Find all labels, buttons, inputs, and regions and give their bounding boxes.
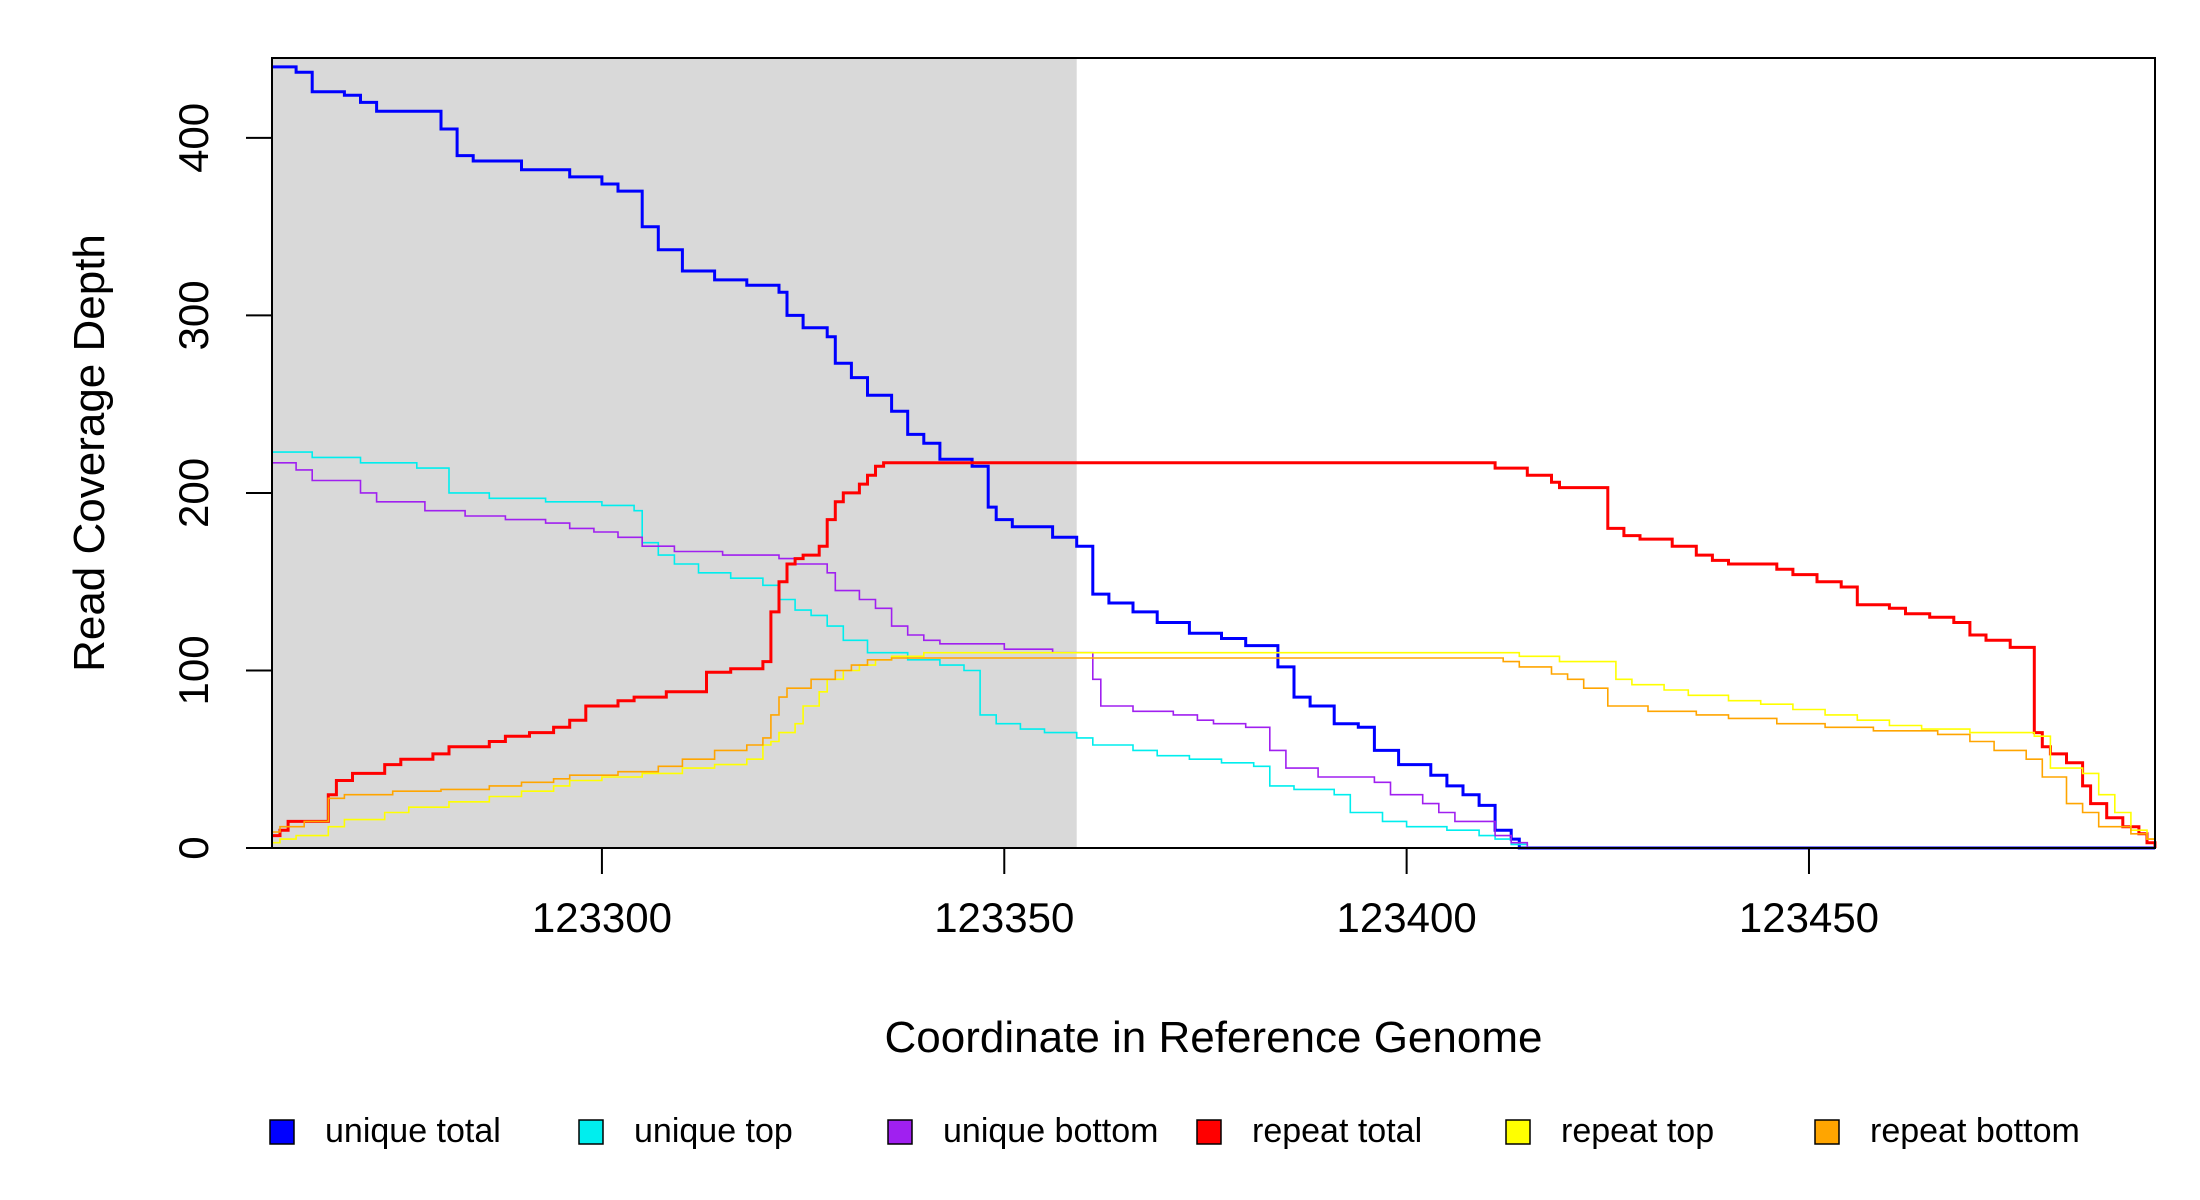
legend: unique total unique top unique bottom repea… bbox=[269, 1112, 2080, 1150]
legend-label-unique-bottom: unique bottom bbox=[943, 1112, 1159, 1150]
x-axis-title: Coordinate in Reference Genome bbox=[885, 1013, 1543, 1062]
legend-label-unique-top: unique top bbox=[634, 1112, 793, 1150]
y-tick-label: 0 bbox=[170, 836, 217, 859]
legend-label-repeat-top: repeat top bbox=[1561, 1112, 1714, 1150]
series-line-repeat-total bbox=[272, 461, 2157, 848]
y-axis: 0 100 200 300 400 bbox=[170, 103, 272, 860]
y-tick-label: 200 bbox=[170, 458, 217, 528]
series-line-unique-top bbox=[272, 451, 2155, 849]
x-axis: 123300 123350 123400 123450 bbox=[532, 848, 1879, 941]
y-tick-label: 100 bbox=[170, 635, 217, 705]
series-lines bbox=[272, 65, 2157, 850]
legend-label-repeat-bottom: repeat bottom bbox=[1870, 1112, 2080, 1150]
y-axis-title: Read Coverage Depth bbox=[65, 234, 114, 672]
y-tick-label: 300 bbox=[170, 280, 217, 350]
series-line-unique-total bbox=[272, 65, 2155, 850]
y-tick-label: 400 bbox=[170, 103, 217, 173]
shaded-region bbox=[272, 58, 1077, 848]
legend-swatch-repeat-total bbox=[1196, 1119, 1222, 1145]
legend-swatch-repeat-top bbox=[1505, 1119, 1531, 1145]
legend-swatch-unique-top bbox=[578, 1119, 604, 1145]
legend-swatch-repeat-bottom bbox=[1814, 1119, 1840, 1145]
legend-swatch-unique-total bbox=[269, 1119, 295, 1145]
legend-swatch-unique-bottom bbox=[887, 1119, 913, 1145]
x-tick-label: 123450 bbox=[1739, 894, 1879, 941]
legend-label-repeat-total: repeat total bbox=[1252, 1112, 1422, 1150]
series-line-repeat-bottom bbox=[272, 657, 2156, 848]
x-tick-label: 123400 bbox=[1337, 894, 1477, 941]
legend-label-unique-total: unique total bbox=[325, 1112, 501, 1150]
series-line-unique-bottom bbox=[272, 462, 2155, 849]
plot-frame bbox=[271, 57, 2156, 849]
x-tick-label: 123350 bbox=[934, 894, 1074, 941]
x-tick-label: 123300 bbox=[532, 894, 672, 941]
